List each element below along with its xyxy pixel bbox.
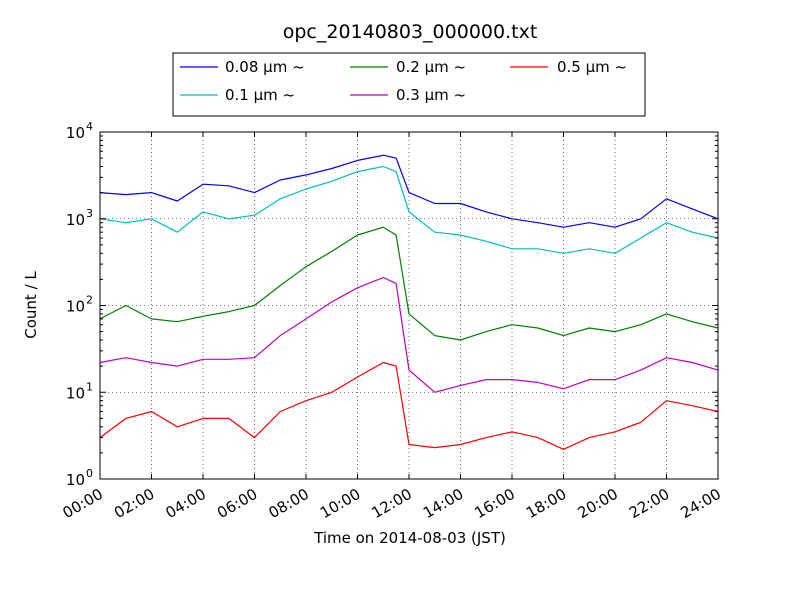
series-line-1 [99, 165, 719, 254]
series-line-4 [99, 361, 719, 450]
y-tick-label: 10 [66, 124, 85, 142]
legend-label: 0.2 μm ~ [396, 58, 466, 76]
x-axis-label: Time on 2014-08-03 (JST) [313, 529, 506, 547]
legend-label: 0.5 μm ~ [557, 58, 627, 76]
legend-label: 0.08 μm ~ [225, 58, 305, 76]
y-tick-label: 10 [66, 384, 85, 402]
y-tick-label-exponent: 4 [86, 120, 93, 133]
legend: 0.08 μm ~ 0.1 μm ~ 0.2 μm ~ 0.3 μm ~ 0.5 μm … [172, 52, 646, 117]
y-tick-label-exponent: 1 [86, 380, 93, 393]
legend-label: 0.1 μm ~ [225, 86, 295, 104]
series-line-3 [99, 276, 719, 393]
series-lines [99, 154, 719, 450]
series-line-0 [99, 154, 719, 228]
series-line-2 [99, 226, 719, 341]
y-axis-label: Count / L [22, 271, 40, 339]
y-tick-label-exponent: 3 [86, 207, 93, 220]
y-tick-label-exponent: 2 [86, 294, 93, 307]
y-tick-label-exponent: 0 [86, 467, 93, 480]
legend-label: 0.3 μm ~ [396, 86, 466, 104]
legend-box [172, 52, 646, 117]
chart-title: opc_20140803_000000.txt [283, 21, 538, 43]
y-tick-label: 10 [66, 211, 85, 229]
y-tick-label: 10 [66, 298, 85, 316]
y-tick-label: 10 [66, 471, 85, 489]
